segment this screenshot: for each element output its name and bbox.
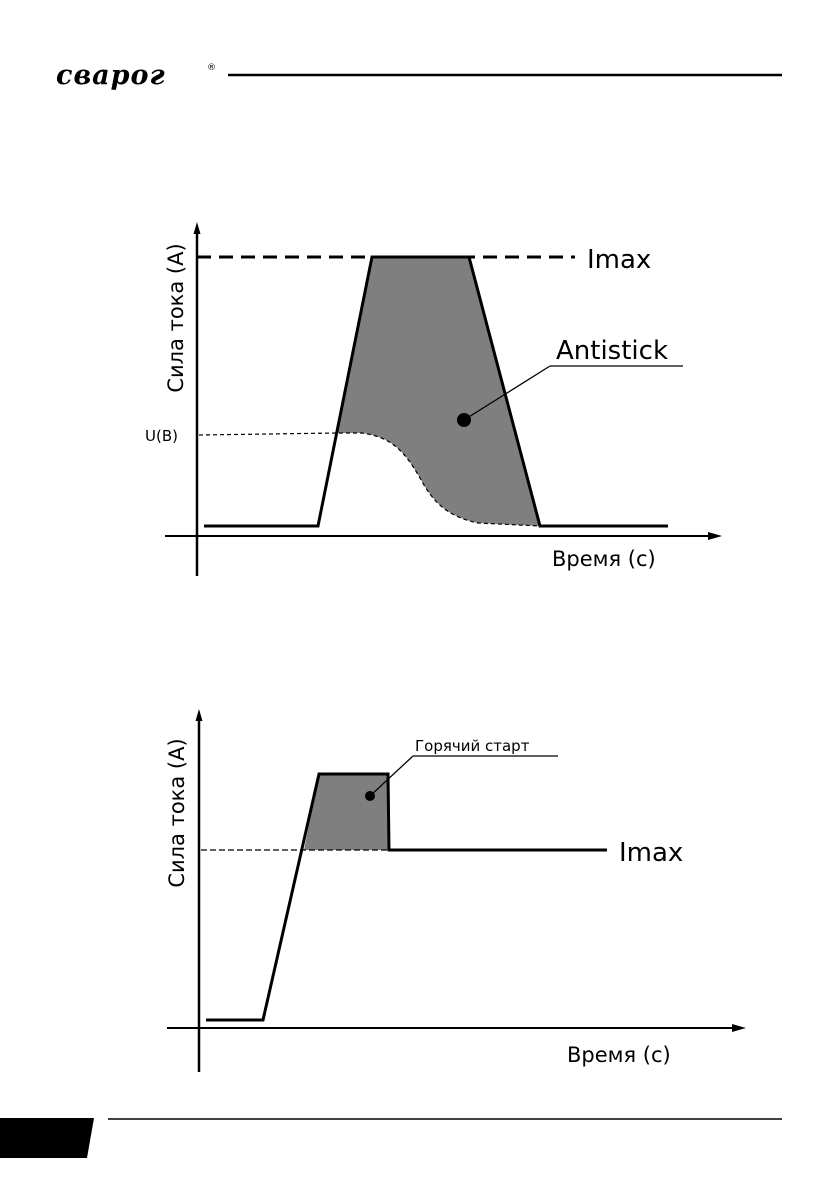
current-curve [206,772,607,1022]
x-axis-label: Время (с) [552,547,656,571]
voltage-curve [198,432,541,527]
antistick-label: Antistick [556,336,668,366]
y-axis-label: Сила тока (A) [165,738,189,887]
footer [0,1118,782,1158]
hot-start-marker-dot [365,791,375,801]
antistick-leader [463,365,551,421]
brand-logo: сварог [56,60,166,91]
voltage-label: U(B) [145,427,178,445]
y-axis-arrow-icon [193,222,201,234]
x-axis-label: Время (с) [567,1043,671,1067]
x-axis-arrow-icon [708,532,722,540]
imax-label: Imax [619,838,683,868]
registered-mark: ® [207,63,216,73]
header: сварог ® [56,60,782,91]
antistick-marker-dot [457,413,471,427]
x-axis-arrow-icon [732,1024,746,1032]
hot-start-label: Горячий старт [415,737,530,755]
y-axis-label: Сила тока (A) [164,243,188,392]
hot-start-diagram: Горячий старт Imax Время (с) Сила тока (… [165,709,746,1072]
antistick-area [337,257,540,526]
current-curve [204,255,668,528]
y-axis-arrow-icon [195,709,203,721]
antistick-diagram: Imax Antistick U(B) Время (с) Сила тока … [145,222,722,576]
imax-label: Imax [587,245,651,275]
hot-start-leader [369,755,414,797]
page-number-block [0,1118,94,1158]
